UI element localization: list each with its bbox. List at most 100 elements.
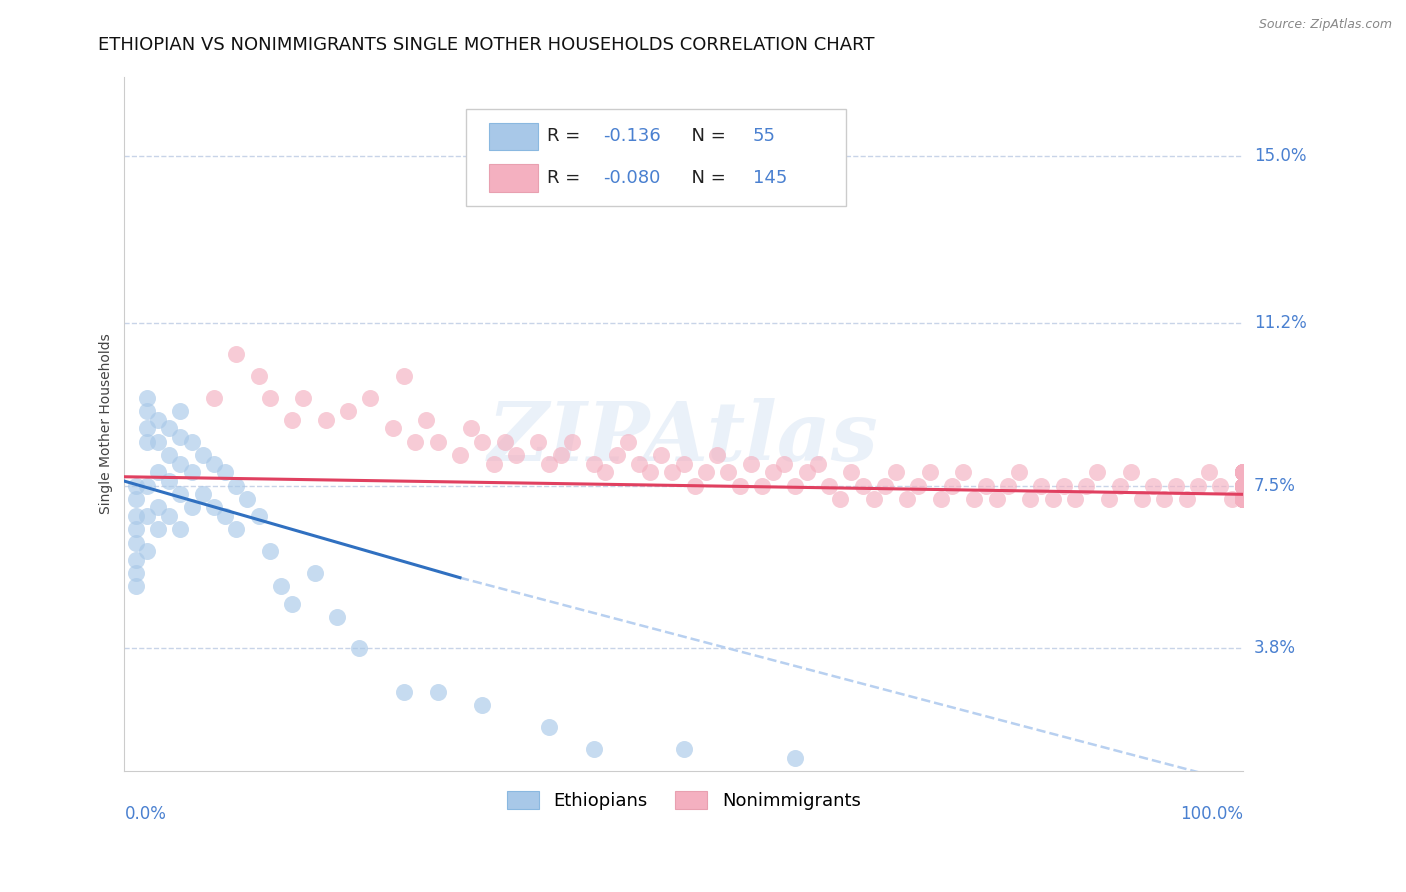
Point	[135, 421, 157, 435]
Point	[1232, 491, 1254, 506]
Point	[661, 466, 683, 480]
Point	[1008, 466, 1031, 480]
Point	[672, 457, 695, 471]
Point	[1232, 478, 1254, 492]
Point	[785, 750, 807, 764]
Point	[180, 466, 202, 480]
Point	[997, 478, 1019, 492]
Point	[1142, 478, 1164, 492]
Point	[247, 509, 270, 524]
Point	[1232, 478, 1254, 492]
Point	[830, 491, 852, 506]
Point	[360, 391, 382, 405]
Point	[963, 491, 986, 506]
Point	[1232, 491, 1254, 506]
Point	[214, 509, 236, 524]
Point	[169, 457, 191, 471]
Point	[1232, 478, 1254, 492]
Point	[1232, 491, 1254, 506]
Point	[1232, 478, 1254, 492]
Point	[1232, 478, 1254, 492]
Point	[595, 466, 617, 480]
Point	[550, 448, 572, 462]
Point	[1232, 491, 1254, 506]
Point	[773, 457, 796, 471]
Point	[415, 413, 437, 427]
Text: 15.0%: 15.0%	[1254, 147, 1306, 165]
Point	[460, 421, 482, 435]
Point	[952, 466, 974, 480]
Point	[326, 610, 349, 624]
Point	[1232, 478, 1254, 492]
Point	[1232, 466, 1254, 480]
Point	[259, 544, 281, 558]
Point	[270, 579, 292, 593]
Point	[1064, 491, 1087, 506]
Point	[1175, 491, 1198, 506]
Point	[1232, 466, 1254, 480]
Point	[281, 413, 304, 427]
Point	[1232, 491, 1254, 506]
Point	[896, 491, 918, 506]
Point	[1232, 478, 1254, 492]
Point	[1232, 466, 1254, 480]
Point	[807, 457, 830, 471]
Point	[236, 491, 259, 506]
Point	[1187, 478, 1209, 492]
Point	[392, 685, 415, 699]
Point	[124, 491, 146, 506]
Point	[124, 535, 146, 549]
Point	[862, 491, 884, 506]
Point	[349, 640, 371, 655]
Point	[561, 434, 583, 449]
Point	[337, 404, 360, 418]
Point	[740, 457, 762, 471]
Point	[1232, 491, 1254, 506]
Point	[146, 500, 169, 515]
Point	[1153, 491, 1175, 506]
Point	[482, 457, 505, 471]
Point	[1232, 491, 1254, 506]
Point	[1232, 491, 1254, 506]
Point	[1232, 478, 1254, 492]
Point	[762, 466, 785, 480]
Point	[796, 466, 818, 480]
Text: 11.2%: 11.2%	[1254, 314, 1306, 332]
Point	[169, 430, 191, 444]
Text: N =: N =	[681, 169, 731, 187]
Point	[1232, 478, 1254, 492]
Point	[1232, 478, 1254, 492]
Text: Source: ZipAtlas.com: Source: ZipAtlas.com	[1258, 18, 1392, 31]
FancyBboxPatch shape	[489, 122, 538, 150]
Point	[1232, 491, 1254, 506]
Text: R =: R =	[547, 169, 586, 187]
Point	[650, 448, 672, 462]
Point	[1087, 466, 1109, 480]
Point	[202, 457, 225, 471]
Point	[785, 478, 807, 492]
Point	[907, 478, 929, 492]
Point	[974, 478, 997, 492]
Point	[1076, 478, 1098, 492]
Point	[1232, 478, 1254, 492]
Text: N =: N =	[681, 128, 731, 145]
Point	[1232, 478, 1254, 492]
Point	[1232, 478, 1254, 492]
Y-axis label: Single Mother Households: Single Mother Households	[100, 334, 114, 515]
Point	[157, 509, 180, 524]
Point	[1232, 491, 1254, 506]
Point	[1232, 491, 1254, 506]
Point	[135, 404, 157, 418]
Point	[146, 434, 169, 449]
Point	[180, 500, 202, 515]
Text: 7.5%: 7.5%	[1254, 476, 1296, 494]
Legend: Ethiopians, Nonimmigrants: Ethiopians, Nonimmigrants	[499, 783, 868, 817]
Point	[1232, 466, 1254, 480]
Point	[292, 391, 315, 405]
Point	[169, 404, 191, 418]
Point	[1220, 491, 1243, 506]
Point	[392, 368, 415, 383]
Point	[426, 685, 449, 699]
Point	[527, 434, 550, 449]
Point	[225, 347, 247, 361]
